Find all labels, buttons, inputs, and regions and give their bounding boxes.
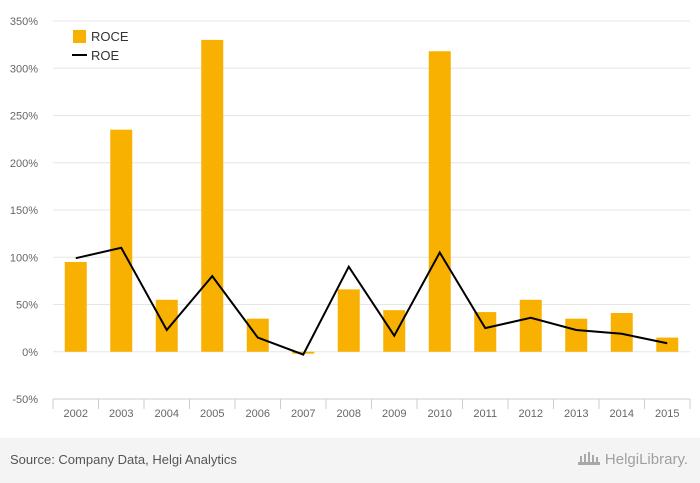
roce-bar-2011 bbox=[474, 312, 497, 352]
helgi-library-brand[interactable]: HelgiLibrary. bbox=[577, 450, 688, 468]
roce-bar-2008 bbox=[337, 289, 360, 352]
roce-bar-2002 bbox=[64, 261, 87, 352]
source-text: Source: Company Data, Helgi Analytics bbox=[10, 452, 237, 467]
x-axis: 2002 2003 2004 2005 2006 2007 2008 2009 2010 2011… bbox=[52, 398, 691, 420]
roce-bar-2014 bbox=[610, 313, 633, 352]
brand-text: HelgiLibrary. bbox=[604, 450, 688, 468]
roce-bar-2010 bbox=[428, 51, 451, 352]
helgi-library-logo-icon bbox=[577, 452, 600, 465]
legend: ROCE ROE bbox=[72, 29, 129, 63]
y-axis: -50% 0% 50% 100% 150% 200% 250% 300% 350% bbox=[10, 16, 38, 406]
roce-bar-2005 bbox=[201, 39, 224, 352]
legend-roce-swatch bbox=[73, 30, 86, 43]
x-tick-label: 2015 bbox=[655, 408, 679, 420]
roce-bar-2009 bbox=[383, 310, 406, 352]
x-tick-label: 2003 bbox=[109, 408, 133, 420]
y-tick-label: -50% bbox=[12, 394, 38, 406]
y-tick-label: 50% bbox=[16, 300, 38, 312]
x-tick-label: 2006 bbox=[246, 408, 270, 420]
x-tick-label: 2005 bbox=[200, 408, 224, 420]
legend-roce-label: ROCE bbox=[91, 29, 129, 44]
roce-bar-2004 bbox=[155, 299, 178, 352]
y-tick-label: 150% bbox=[10, 205, 38, 217]
roce-bars bbox=[64, 39, 679, 354]
x-tick-label: 2002 bbox=[64, 408, 88, 420]
roe-line bbox=[75, 246, 668, 356]
grid-lines bbox=[53, 20, 690, 400]
y-tick-label: 350% bbox=[10, 16, 38, 28]
x-tick-label: 2009 bbox=[382, 408, 406, 420]
roce-bar-2012 bbox=[519, 299, 542, 352]
y-tick-label: 250% bbox=[10, 111, 38, 123]
x-tick-label: 2008 bbox=[337, 408, 361, 420]
roe-line-path bbox=[75, 246, 668, 356]
x-tick-label: 2004 bbox=[155, 408, 179, 420]
roce-bar-2013 bbox=[565, 318, 588, 352]
y-tick-label: 0% bbox=[22, 347, 38, 359]
footer: Source: Company Data, Helgi Analytics He… bbox=[0, 438, 700, 483]
y-tick-label: 300% bbox=[10, 63, 38, 75]
y-tick-label: 200% bbox=[10, 158, 38, 170]
roce-bar-2015 bbox=[656, 337, 679, 352]
x-tick-label: 2010 bbox=[428, 408, 452, 420]
combo-chart: -50%0%50%100%150%200%250%300%350% 2002 20… bbox=[10, 16, 691, 420]
x-tick-label: 2012 bbox=[519, 408, 543, 420]
roce-bar-2003 bbox=[110, 129, 133, 352]
x-tick-label: 2014 bbox=[610, 408, 634, 420]
x-tick-label: 2013 bbox=[564, 408, 588, 420]
legend-roe-label: ROE bbox=[91, 48, 120, 63]
roce-bar-2006 bbox=[246, 318, 269, 352]
x-tick-label: 2011 bbox=[473, 408, 497, 420]
x-tick-label: 2007 bbox=[291, 408, 315, 420]
y-tick-label: 100% bbox=[10, 252, 38, 264]
